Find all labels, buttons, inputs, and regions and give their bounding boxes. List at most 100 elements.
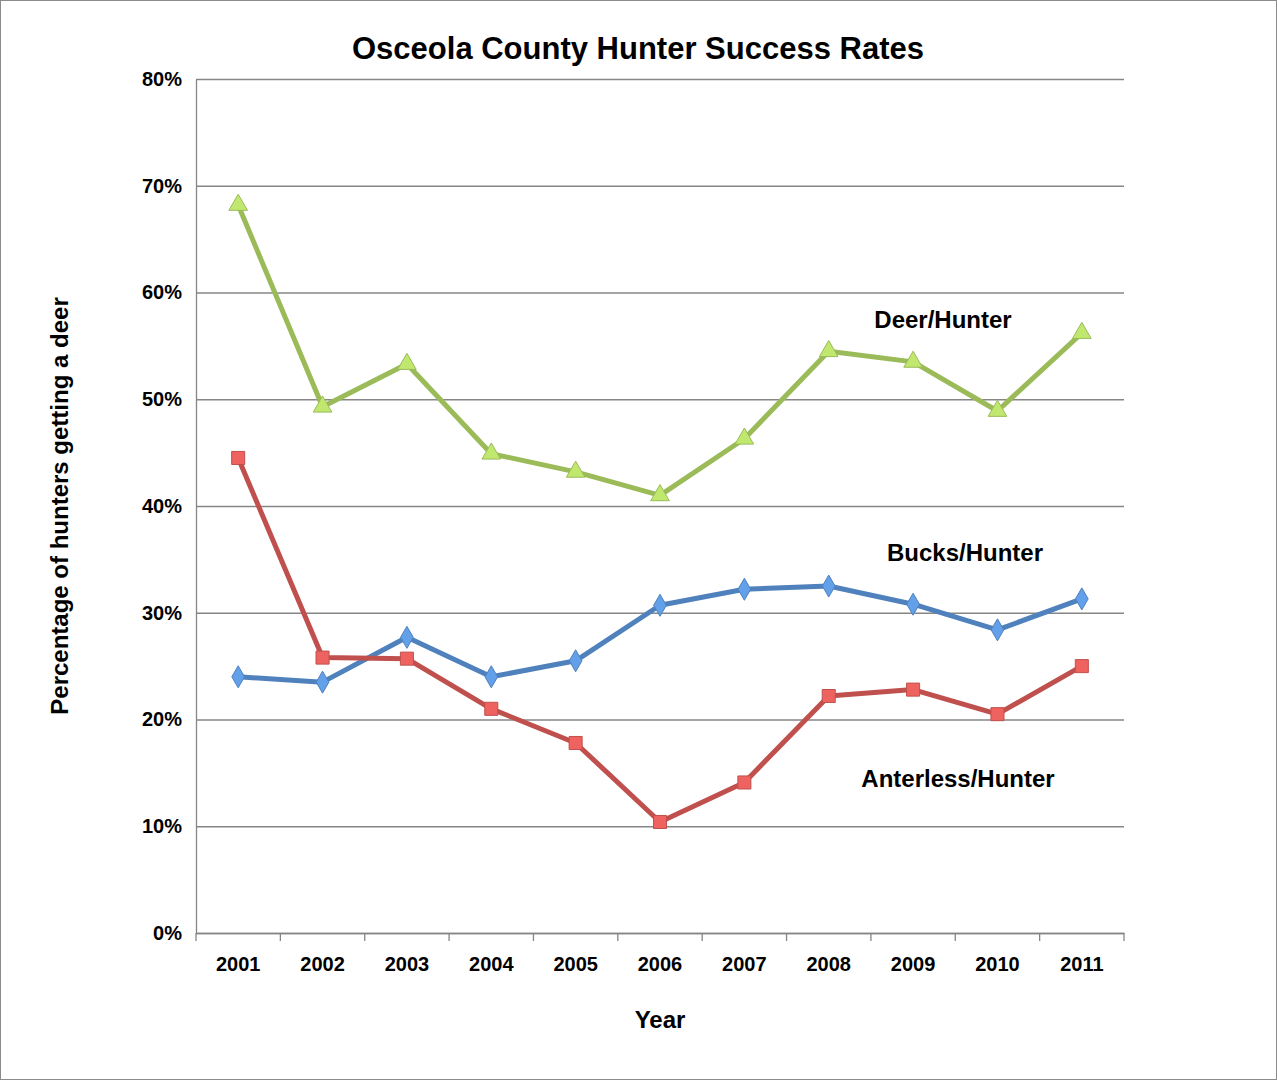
marker bbox=[398, 353, 417, 369]
y-tick: 10% bbox=[142, 815, 1124, 837]
marker bbox=[566, 461, 585, 477]
x-tick: 2009 bbox=[891, 933, 936, 975]
y-tick-label: 70% bbox=[142, 175, 182, 197]
marker bbox=[1073, 322, 1092, 338]
series-line bbox=[238, 586, 1082, 682]
marker bbox=[401, 626, 414, 648]
x-separator bbox=[1039, 933, 1040, 941]
marker bbox=[991, 708, 1004, 721]
x-tick: 2004 bbox=[469, 933, 514, 975]
x-tick: 2010 bbox=[975, 933, 1020, 975]
x-tick-label: 2009 bbox=[891, 953, 936, 975]
marker bbox=[400, 652, 413, 665]
x-separator bbox=[870, 933, 871, 941]
x-separator bbox=[448, 933, 449, 941]
x-separators bbox=[196, 933, 1124, 941]
x-axis: 2001 2002 2003 2004 2005 2006 2007 2008 2009 2010… bbox=[197, 933, 1125, 975]
marker bbox=[904, 351, 923, 367]
x-tick: 2008 bbox=[806, 933, 851, 975]
y-tick-label: 40% bbox=[142, 495, 182, 517]
marker bbox=[232, 451, 245, 464]
series-label: Bucks/Hunter bbox=[887, 539, 1043, 566]
x-tick: 2001 bbox=[216, 933, 261, 975]
x-tick: 2003 bbox=[385, 933, 430, 975]
x-tick-label: 2007 bbox=[722, 953, 767, 975]
chart-frame bbox=[1, 1, 1277, 1080]
x-tick-label: 2001 bbox=[216, 953, 261, 975]
marker bbox=[651, 485, 670, 501]
x-tick-label: 2008 bbox=[806, 953, 851, 975]
x-tick-label: 2002 bbox=[300, 953, 345, 975]
marker bbox=[738, 776, 751, 789]
y-tick-label: 80% bbox=[142, 68, 182, 90]
y-tick-label: 30% bbox=[142, 602, 182, 624]
x-axis-line bbox=[197, 933, 1125, 934]
x-tick-label: 2010 bbox=[975, 953, 1020, 975]
marker bbox=[738, 578, 751, 600]
grid-line bbox=[196, 186, 1124, 187]
marker bbox=[654, 594, 667, 616]
grid-line bbox=[196, 506, 1124, 507]
marker bbox=[1075, 660, 1088, 673]
x-tick: 2007 bbox=[722, 933, 767, 975]
series-markers bbox=[229, 194, 1091, 500]
marker bbox=[653, 815, 666, 828]
x-axis-title: Year bbox=[635, 1006, 686, 1033]
marker bbox=[316, 651, 329, 664]
marker bbox=[991, 619, 1004, 641]
marker bbox=[735, 428, 754, 444]
y-axis: 0% 10% 20% 30% 40% 50% 60% 70% 80% bbox=[142, 68, 1124, 944]
marker bbox=[316, 671, 329, 693]
x-separator bbox=[364, 933, 365, 941]
y-tick: 80% bbox=[142, 68, 1124, 90]
series-markers bbox=[232, 451, 1089, 828]
series-label: Deer/Hunter bbox=[874, 306, 1011, 333]
grid-line bbox=[196, 719, 1124, 720]
chart-title: Osceola County Hunter Success Rates bbox=[352, 31, 924, 66]
marker bbox=[229, 194, 248, 210]
x-separator bbox=[280, 933, 281, 941]
y-tick-label: 60% bbox=[142, 281, 182, 303]
marker bbox=[569, 650, 582, 672]
marker bbox=[313, 396, 332, 412]
y-tick-label: 50% bbox=[142, 388, 182, 410]
y-tick-label: 0% bbox=[153, 922, 182, 944]
marker bbox=[569, 736, 582, 749]
x-tick-label: 2004 bbox=[469, 953, 514, 975]
grid-line bbox=[196, 292, 1124, 293]
marker bbox=[1075, 588, 1088, 610]
y-axis-title: Percentage of hunters getting a deer bbox=[46, 297, 73, 714]
x-separator bbox=[786, 933, 787, 941]
marker bbox=[819, 340, 838, 356]
y-tick-label: 10% bbox=[142, 815, 182, 837]
x-tick-label: 2003 bbox=[385, 953, 430, 975]
x-tick-label: 2006 bbox=[638, 953, 683, 975]
x-tick: 2006 bbox=[638, 933, 683, 975]
x-separator bbox=[533, 933, 534, 941]
y-tick-label: 20% bbox=[142, 708, 182, 730]
marker bbox=[907, 683, 920, 696]
x-tick: 2011 bbox=[1060, 933, 1103, 975]
marker bbox=[988, 400, 1007, 416]
x-separator bbox=[955, 933, 956, 941]
marker bbox=[482, 443, 501, 459]
y-tick: 70% bbox=[142, 175, 1124, 197]
series-line bbox=[238, 458, 1082, 822]
series-markers bbox=[232, 575, 1088, 693]
marker bbox=[907, 593, 920, 615]
x-separator bbox=[1123, 933, 1124, 941]
marker bbox=[822, 689, 835, 702]
x-tick-label: 2011 bbox=[1060, 953, 1103, 975]
plot-area bbox=[229, 194, 1091, 828]
y-tick: 0% bbox=[153, 922, 1124, 944]
x-tick-label: 2005 bbox=[553, 953, 598, 975]
grid-line bbox=[196, 933, 1124, 934]
y-tick: 40% bbox=[142, 495, 1124, 517]
x-tick: 2002 bbox=[300, 933, 345, 975]
y-tick: 60% bbox=[142, 281, 1124, 303]
x-separator bbox=[617, 933, 618, 941]
series-label: Anterless/Hunter bbox=[861, 765, 1054, 792]
series-line bbox=[238, 205, 1082, 495]
y-tick: 20% bbox=[142, 708, 1124, 730]
x-tick: 2005 bbox=[553, 933, 598, 975]
